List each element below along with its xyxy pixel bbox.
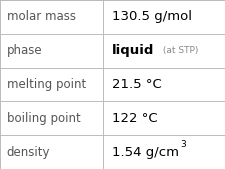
Text: 3: 3 bbox=[179, 140, 185, 149]
Text: liquid: liquid bbox=[111, 44, 154, 57]
Text: 21.5 °C: 21.5 °C bbox=[111, 78, 161, 91]
Text: 130.5 g/mol: 130.5 g/mol bbox=[111, 10, 191, 23]
Text: phase: phase bbox=[7, 44, 42, 57]
Text: melting point: melting point bbox=[7, 78, 86, 91]
Text: 122 °C: 122 °C bbox=[111, 112, 157, 125]
Text: boiling point: boiling point bbox=[7, 112, 80, 125]
Text: molar mass: molar mass bbox=[7, 10, 75, 23]
Text: 1.54 g/cm: 1.54 g/cm bbox=[111, 146, 178, 159]
Text: (at STP): (at STP) bbox=[159, 46, 197, 55]
Text: density: density bbox=[7, 146, 50, 159]
